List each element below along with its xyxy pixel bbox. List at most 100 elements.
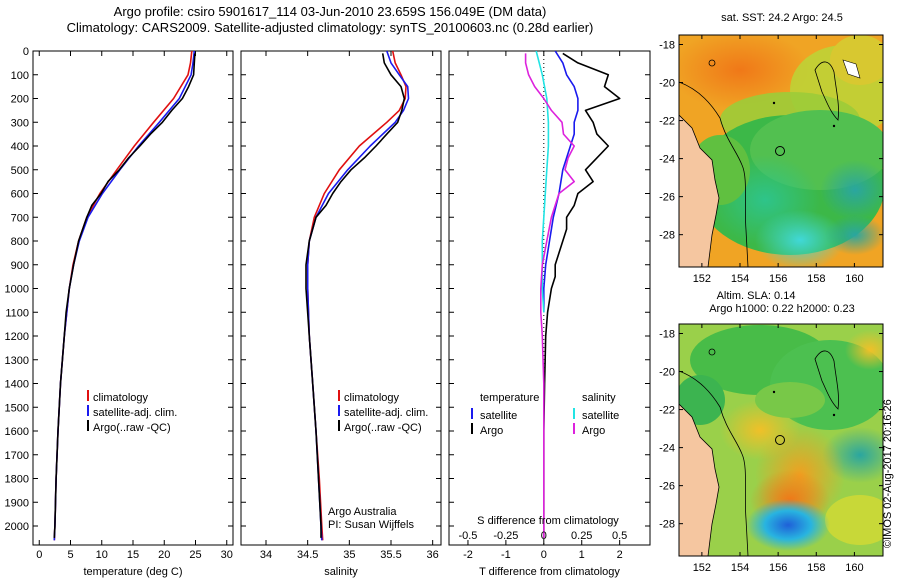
y-tick-label: 1200 [5, 331, 29, 343]
legend-label: Argo [582, 425, 605, 437]
y-tick-label: 400 [11, 141, 29, 153]
x-axis-label: T difference from climatology [479, 566, 620, 578]
s-tick-label: -0.25 [493, 530, 518, 542]
credit-annotation: Argo Australia [328, 506, 397, 518]
map-lon-label: 154 [731, 273, 749, 285]
sla-map-title-1: Altim. SLA: 0.14 [716, 290, 796, 302]
s-tick-label: 0.5 [612, 530, 627, 542]
map-lat-label: -24 [659, 443, 675, 455]
y-tick-label: 1000 [5, 284, 29, 296]
temperature-line-2 [53, 53, 196, 538]
x-axis-label: temperature (deg C) [83, 566, 182, 578]
sla-map-axes: -18 -20 -22 -24 -26 -28 152 154 156 158 160 [659, 323, 884, 574]
difference-line-0 [542, 51, 579, 313]
temperature-panel: 0 5 10 15 20 25 300100200300400500600700800900… [5, 46, 234, 578]
legend-label: Argo(..raw -QC) [93, 422, 171, 434]
y-tick-label: 2000 [5, 521, 29, 533]
x-tick-label: 2 [617, 549, 623, 561]
map-lat-label: -20 [659, 78, 675, 90]
y-tick-label: 1400 [5, 379, 29, 391]
salinity-line-2 [305, 53, 406, 538]
y-tick-label: 0 [23, 46, 29, 58]
map-lon-label: 152 [693, 562, 711, 574]
map-lon-label: 160 [845, 562, 863, 574]
plot-frame [32, 50, 234, 546]
x-tick-label: -1 [501, 549, 511, 561]
y-tick-label: 1300 [5, 355, 29, 367]
sla-map-title-2: Argo h1000: 0.22 h2000: 0.23 [709, 303, 855, 315]
y-tick-label: 1900 [5, 497, 29, 509]
map-lat-label: -20 [659, 367, 675, 379]
s-tick-label: -0.5 [458, 530, 477, 542]
x-tick-label: 35.5 [380, 549, 401, 561]
x-tick-label: 25 [189, 549, 201, 561]
x-tick-label: -2 [463, 549, 473, 561]
s-tick-label: 0.25 [571, 530, 592, 542]
x-tick-label: 30 [221, 549, 233, 561]
map-lon-label: 158 [807, 562, 825, 574]
y-tick-label: 1700 [5, 450, 29, 462]
sst-map-title: sat. SST: 24.2 Argo: 24.5 [721, 12, 843, 24]
sla-map [679, 324, 883, 556]
difference-panel: -2 -1 0 1 2 T difference from climatology S di… [448, 50, 651, 578]
map-lat-label: -22 [659, 405, 675, 417]
x-tick-label: 10 [96, 549, 108, 561]
x-tick-label: 34 [260, 549, 272, 561]
y-tick-label: 500 [11, 165, 29, 177]
x-tick-label: 36 [427, 549, 439, 561]
map-lon-label: 152 [693, 273, 711, 285]
y-tick-label: 900 [11, 260, 29, 272]
x-tick-label: 0 [36, 549, 42, 561]
legend-label: climatology [344, 392, 400, 404]
legend-label: Argo [480, 425, 503, 437]
map-lat-label: -26 [659, 481, 675, 493]
x-tick-label: 20 [158, 549, 170, 561]
y-tick-label: 1800 [5, 474, 29, 486]
x-tick-label: 34.5 [297, 549, 318, 561]
legend-label: Argo(..raw -QC) [344, 422, 422, 434]
map-lat-label: -18 [659, 329, 675, 341]
s-tick-label: 0 [541, 530, 547, 542]
y-tick-label: 1100 [5, 307, 29, 319]
x-tick-label: 5 [67, 549, 73, 561]
map-lon-label: 156 [769, 562, 787, 574]
y-tick-label: 300 [11, 117, 29, 129]
y-tick-label: 1500 [5, 402, 29, 414]
page-subtitle: Climatology: CARS2009. Satellite-adjuste… [66, 20, 594, 35]
legend-label: satellite [480, 410, 517, 422]
legend-label: satellite-adj. clim. [344, 407, 428, 419]
legend-label: climatology [93, 392, 149, 404]
sst-map [679, 35, 883, 267]
y-tick-label: 100 [11, 70, 29, 82]
difference-line-1 [542, 52, 621, 538]
top-axis-label: S difference from climatology [477, 515, 619, 527]
map-lon-label: 154 [731, 562, 749, 574]
x-axis-label: salinity [324, 566, 358, 578]
map-lat-label: -28 [659, 519, 675, 531]
legend-header: salinity [582, 392, 616, 404]
y-tick-label: 1600 [5, 426, 29, 438]
map-frame [678, 34, 884, 268]
salinity-panel: 34 34.5 35 35.5 36 salinity climatology satelli… [240, 50, 442, 578]
map-lon-label: 160 [845, 273, 863, 285]
map-lat-label: -28 [659, 230, 675, 242]
map-lat-label: -22 [659, 116, 675, 128]
x-tick-label: 0 [541, 549, 547, 561]
map-lat-label: -26 [659, 192, 675, 204]
sst-map-axes: -18 -20 -22 -24 -26 -28 152 154 156 158 160 [659, 34, 884, 285]
x-tick-label: 35 [343, 549, 355, 561]
legend-header: temperature [480, 392, 539, 404]
x-tick-label: 1 [579, 549, 585, 561]
y-tick-label: 600 [11, 189, 29, 201]
map-frame [678, 323, 884, 557]
y-tick-label: 200 [11, 94, 29, 106]
map-lat-label: -24 [659, 154, 675, 166]
map-lat-label: -18 [659, 40, 675, 52]
y-tick-label: 700 [11, 212, 29, 224]
legend-label: satellite-adj. clim. [93, 407, 177, 419]
credit-annotation: PI: Susan Wijffels [328, 519, 414, 531]
plot-frame [240, 50, 442, 546]
legend-label: satellite [582, 410, 619, 422]
y-tick-label: 800 [11, 236, 29, 248]
